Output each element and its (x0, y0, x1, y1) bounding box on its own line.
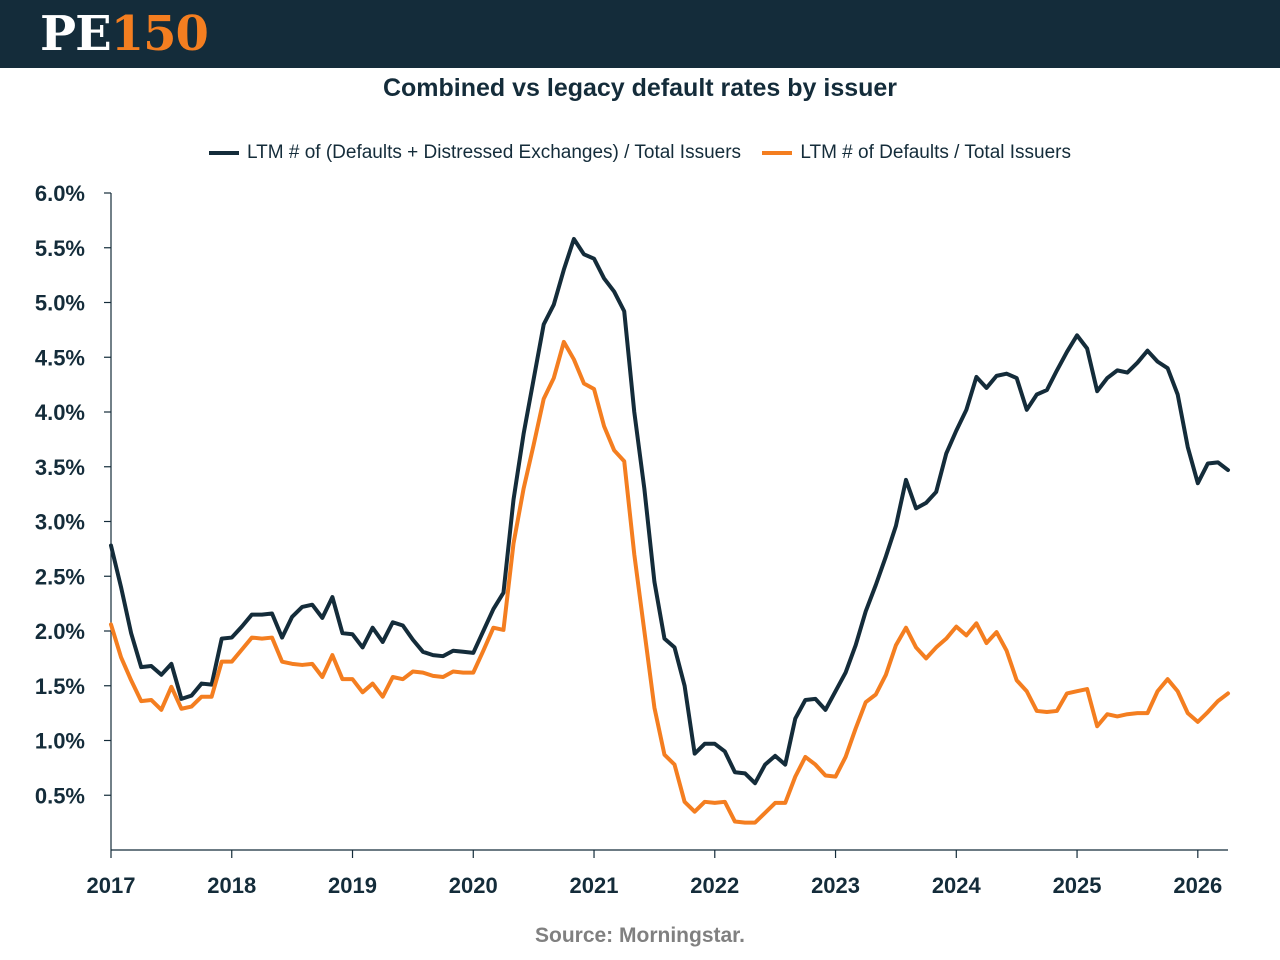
legend-swatch-legacy (762, 151, 793, 155)
logo-pe-text: PE (40, 6, 112, 62)
y-tick-label: 1.5% (35, 674, 85, 699)
x-tick-label: 2026 (1173, 873, 1222, 898)
y-tick-label: 3.0% (35, 510, 85, 535)
y-tick-label: 2.5% (35, 564, 85, 589)
chart-legend: LTM # of (Defaults + Distressed Exchange… (0, 142, 1280, 172)
y-tick-label: 2.0% (35, 619, 85, 644)
series-line-combined (109, 236, 1230, 786)
x-tick-label: 2020 (449, 873, 498, 898)
x-tick-label: 2018 (207, 873, 256, 898)
y-tick-label: 3.5% (35, 455, 85, 480)
x-tick-label: 2019 (328, 873, 377, 898)
chart-title: Combined vs legacy default rates by issu… (382, 74, 898, 102)
legend-item-combined: LTM # of (Defaults + Distressed Exchange… (209, 142, 741, 164)
logo-number-text: 150 (110, 6, 209, 62)
x-tick-label: 2025 (1053, 873, 1102, 898)
y-tick-label: 6.0% (35, 181, 85, 206)
x-tick-label: 2022 (690, 873, 739, 898)
y-tick-label: 4.5% (35, 345, 85, 370)
series-line-legacy (109, 339, 1230, 825)
legend-label-legacy: LTM # of Defaults / Total Issuers (800, 142, 1071, 163)
x-tick-label: 2024 (932, 873, 982, 898)
legend-label-combined: LTM # of (Defaults + Distressed Exchange… (247, 142, 742, 163)
line-chart: 0.5% 1.0% 1.5% 2.0% 2.5% 3.0% 3.5% 4.0% 4.5% 5.0%… (35, 181, 1230, 898)
header-bar: PE150 (0, 0, 1280, 68)
x-tick-label: 2017 (87, 873, 136, 898)
y-tick-label: 0.5% (35, 783, 85, 808)
y-tick-label: 1.0% (35, 729, 85, 754)
y-tick-label: 5.0% (35, 291, 85, 316)
x-tick-label: 2023 (811, 873, 860, 898)
x-tick-label: 2021 (570, 873, 619, 898)
y-tick-label: 4.0% (35, 400, 85, 425)
legend-item-legacy: LTM # of Defaults / Total Issuers (762, 142, 1071, 164)
source-note: Source: Morningstar. (534, 924, 746, 947)
pe150-logo: PE150 (40, 6, 209, 62)
y-tick-label: 5.5% (35, 236, 85, 261)
legend-swatch-combined (209, 151, 239, 155)
